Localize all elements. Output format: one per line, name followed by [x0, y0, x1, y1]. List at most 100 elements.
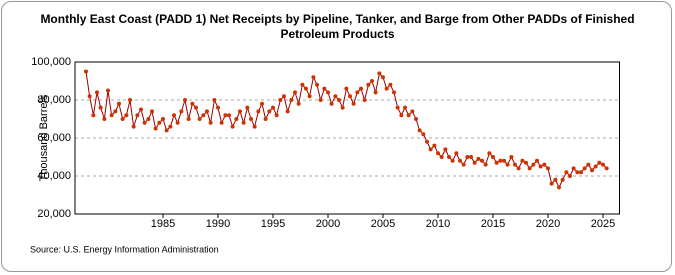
- source: Source: U.S. Energy Information Administ…: [30, 244, 219, 254]
- data-point: [450, 158, 455, 163]
- data-point: [289, 98, 294, 102]
- data-point: [366, 82, 371, 87]
- y-tick-label: 20,000: [37, 208, 71, 220]
- data-point: [256, 109, 261, 114]
- data-point: [513, 162, 517, 167]
- data-point: [348, 94, 352, 99]
- data-point: [168, 124, 173, 129]
- data-point: [337, 98, 341, 102]
- data-point: [252, 124, 257, 129]
- data-point: [403, 105, 407, 110]
- data-point: [509, 155, 514, 159]
- data-point: [139, 107, 143, 112]
- y-axis-label: Thousand Barrels: [38, 94, 50, 181]
- data-point: [274, 113, 279, 118]
- data-point: [293, 90, 297, 95]
- x-tick-label: 1990: [206, 218, 230, 230]
- data-point: [443, 147, 448, 152]
- chart-title: Monthly East Coast (PADD 1) Net Receipts…: [40, 12, 635, 41]
- data-point: [142, 120, 147, 125]
- data-point: [461, 162, 466, 167]
- data-point: [586, 162, 591, 167]
- data-point: [238, 109, 242, 114]
- data-point: [322, 86, 327, 91]
- data-point: [593, 164, 598, 169]
- data-point: [249, 117, 253, 121]
- data-point: [359, 86, 363, 91]
- data-point: [227, 113, 231, 118]
- data-point: [546, 166, 550, 171]
- data-point: [150, 109, 154, 114]
- data-point: [128, 98, 132, 102]
- data-point: [267, 109, 272, 114]
- data-point: [472, 160, 477, 165]
- data-point: [410, 109, 415, 114]
- data-point: [326, 90, 330, 95]
- data-point: [604, 166, 609, 171]
- data-point: [183, 98, 187, 102]
- data-point: [157, 120, 162, 125]
- data-point: [95, 90, 99, 95]
- data-point: [333, 94, 338, 99]
- data-point: [571, 166, 576, 171]
- data-point: [161, 117, 165, 121]
- data-point: [535, 158, 539, 163]
- x-tick-label: 2015: [481, 218, 505, 230]
- data-point: [483, 162, 488, 167]
- data-point: [560, 177, 565, 182]
- data-point: [300, 82, 305, 87]
- data-point: [498, 158, 503, 163]
- data-point: [172, 113, 176, 118]
- data-point: [315, 82, 319, 87]
- data-point: [282, 94, 286, 99]
- x-tick-label: 2025: [591, 218, 615, 230]
- data-point: [439, 155, 444, 159]
- data-point: [245, 105, 250, 110]
- data-point: [527, 166, 532, 171]
- data-point: [153, 126, 158, 131]
- data-point: [465, 155, 470, 159]
- data-point: [564, 170, 569, 175]
- data-point: [106, 88, 110, 93]
- data-point: [436, 151, 440, 156]
- data-point: [329, 101, 334, 106]
- data-point: [469, 155, 473, 159]
- data-point: [340, 105, 345, 110]
- data-point: [575, 170, 580, 175]
- data-point: [175, 120, 180, 125]
- data-point: [502, 158, 506, 163]
- data-point: [223, 113, 228, 118]
- data-point: [432, 143, 437, 148]
- data-point: [124, 113, 129, 118]
- data-point: [524, 160, 528, 165]
- data-point: [205, 109, 209, 114]
- data-point: [351, 101, 356, 106]
- data-point: [278, 98, 283, 102]
- data-point: [355, 90, 360, 95]
- y-tick-label: 60,000: [37, 132, 71, 144]
- data-point: [421, 132, 426, 137]
- data-point: [373, 90, 378, 95]
- data-point: [186, 117, 191, 121]
- data-point: [531, 162, 536, 167]
- data-point: [296, 101, 301, 106]
- data-point: [370, 79, 374, 83]
- data-point: [230, 124, 235, 129]
- data-point: [98, 105, 103, 110]
- data-point: [494, 160, 499, 165]
- data-point: [428, 147, 433, 152]
- data-point: [135, 113, 140, 118]
- data-point: [146, 117, 151, 121]
- data-point: [216, 105, 220, 110]
- data-point: [234, 117, 239, 121]
- data-point: [579, 170, 583, 175]
- data-point: [109, 113, 114, 118]
- data-point: [260, 101, 264, 106]
- data-point: [458, 158, 462, 163]
- x-tick-label: 1985: [151, 218, 175, 230]
- data-point: [601, 162, 605, 167]
- data-point: [311, 75, 316, 80]
- data-point: [582, 166, 587, 171]
- data-point: [164, 128, 169, 133]
